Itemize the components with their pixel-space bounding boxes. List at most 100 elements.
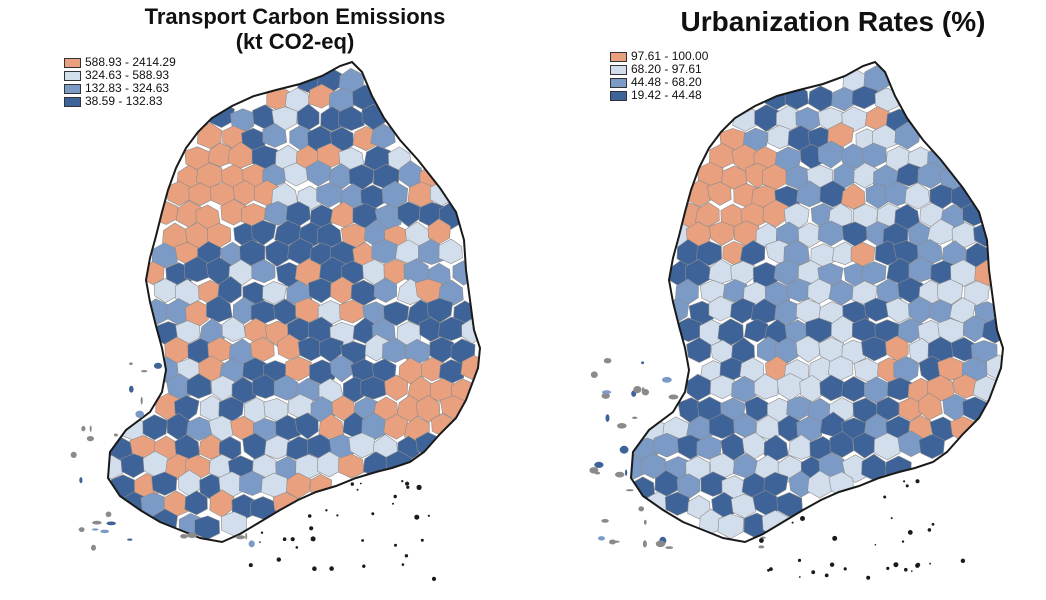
- legend-label: 38.59 - 132.83: [85, 94, 163, 108]
- coastal-islet: [405, 481, 410, 486]
- region: [153, 278, 178, 304]
- coastal-islet: [886, 566, 890, 571]
- coastal-islet: [811, 570, 816, 575]
- region: [829, 430, 854, 458]
- region: [329, 355, 354, 383]
- coastal-islet: [420, 538, 424, 542]
- legend-label: 68.20 - 97.61: [631, 62, 702, 76]
- legend-item: 44.48 - 68.20: [610, 76, 708, 89]
- legend-item: 19.42 - 44.48: [610, 89, 708, 102]
- legend-swatch: [610, 64, 627, 75]
- legend-label: 97.61 - 100.00: [631, 49, 709, 63]
- island: [619, 445, 629, 454]
- legend-label: 19.42 - 44.48: [631, 88, 702, 102]
- region: [664, 491, 691, 516]
- region: [452, 260, 476, 286]
- island: [638, 506, 645, 512]
- coastal-islet: [927, 528, 932, 532]
- region: [348, 432, 376, 459]
- region: [305, 160, 332, 187]
- coastal-islet: [290, 537, 295, 542]
- island: [594, 461, 604, 468]
- island: [245, 532, 248, 540]
- island: [625, 489, 634, 492]
- legend-item: 588.93 - 2414.29: [64, 56, 176, 69]
- coastal-islet: [282, 537, 287, 541]
- region: [437, 316, 466, 341]
- region: [221, 316, 247, 342]
- island: [153, 362, 163, 369]
- region: [739, 240, 766, 266]
- coastal-islet: [769, 567, 773, 571]
- coastal-islet: [759, 538, 764, 543]
- coastal-islet: [874, 544, 877, 546]
- region: [744, 318, 769, 343]
- region: [709, 374, 735, 400]
- legend-swatch: [64, 57, 81, 68]
- island: [91, 544, 96, 551]
- coastal-islet: [798, 576, 801, 578]
- island: [644, 519, 647, 525]
- island: [625, 469, 628, 477]
- island: [106, 521, 116, 526]
- region: [262, 123, 288, 148]
- region: [841, 106, 868, 133]
- legend-label: 324.63 - 588.93: [85, 68, 170, 82]
- region: [308, 83, 334, 109]
- region: [927, 375, 955, 402]
- coastal-islet: [371, 512, 375, 516]
- island: [598, 536, 605, 541]
- coastal-islet: [356, 488, 359, 491]
- island: [590, 371, 598, 379]
- region: [773, 259, 800, 286]
- region: [151, 471, 178, 496]
- coastal-islet: [960, 558, 966, 563]
- map-title: Transport Carbon Emissions (kt CO2-eq): [60, 4, 530, 55]
- coastal-islet: [404, 554, 409, 558]
- transport-emissions-map-panel: Transport Carbon Emissions (kt CO2-eq) 5…: [64, 4, 482, 582]
- coastal-islet: [401, 563, 405, 566]
- island: [760, 536, 766, 539]
- coastal-islet: [915, 479, 920, 484]
- legend-swatch: [610, 90, 627, 101]
- urbanization-map: [589, 60, 1005, 580]
- region: [700, 471, 727, 497]
- region: [904, 182, 931, 210]
- coastal-islet: [901, 540, 905, 543]
- coastal-islet: [915, 563, 920, 568]
- coastal-islet: [309, 526, 314, 531]
- coastal-islet: [903, 480, 906, 483]
- region: [852, 432, 877, 459]
- legend-swatch: [64, 70, 81, 81]
- region: [917, 161, 945, 189]
- coastal-islet: [276, 557, 281, 562]
- region: [927, 218, 954, 245]
- coastal-islet: [866, 575, 871, 580]
- map-outline: [629, 60, 1005, 544]
- island: [248, 540, 255, 548]
- coastal-islet: [824, 573, 829, 578]
- region: [371, 239, 398, 264]
- coastal-islet: [931, 522, 935, 526]
- region: [840, 183, 866, 210]
- island: [79, 477, 83, 484]
- coastal-islet: [832, 535, 838, 541]
- region: [685, 258, 711, 287]
- region: [885, 455, 912, 482]
- region: [717, 513, 744, 540]
- coastal-islet: [361, 539, 364, 542]
- legend-swatch: [64, 96, 81, 107]
- region: [184, 490, 208, 516]
- region: [217, 276, 242, 304]
- coastal-islet: [414, 514, 420, 520]
- region: [744, 396, 769, 422]
- region: [316, 182, 342, 208]
- island: [615, 471, 625, 478]
- coastal-islet: [893, 562, 899, 568]
- region: [438, 238, 463, 265]
- island: [180, 534, 188, 539]
- region: [876, 396, 900, 421]
- legend-item: 132.83 - 324.63: [64, 82, 176, 95]
- region: [640, 453, 667, 479]
- region: [706, 181, 732, 206]
